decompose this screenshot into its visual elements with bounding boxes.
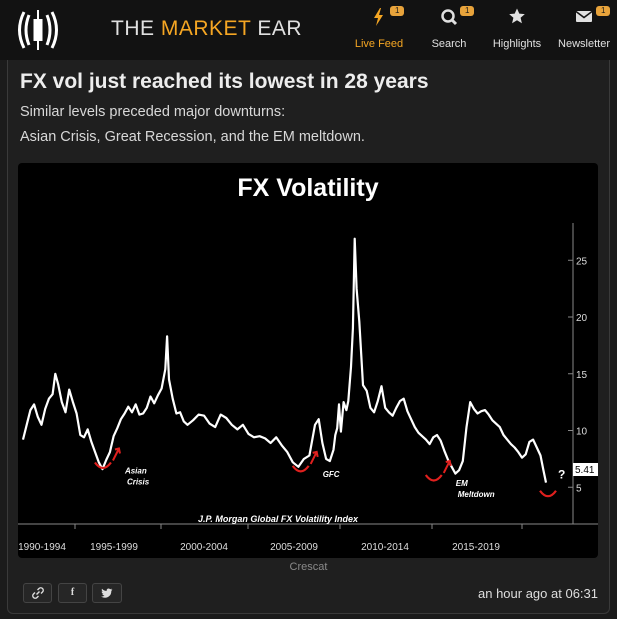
share-link-button[interactable] — [23, 583, 52, 603]
low-marker-arc — [539, 490, 557, 498]
search-badge: 1 — [460, 6, 475, 16]
annotation-label: GFC — [323, 470, 340, 479]
x-tick-label: 2000-2004 — [180, 542, 228, 553]
top-navbar: THE MARKET EAR 1 Live Feed 1 Search High… — [0, 0, 617, 60]
post-title[interactable]: FX vol just reached its lowest in 28 yea… — [20, 70, 429, 93]
y-tick-label: 20 — [576, 313, 588, 324]
last-value-text: 5.41 — [575, 465, 595, 476]
low-marker-arc — [424, 474, 443, 482]
x-axis-ticks: 1990-1994 1995-1999 2000-2004 2005-2009 2010… — [18, 524, 523, 553]
share-facebook-button[interactable]: f — [58, 583, 87, 603]
link-icon — [31, 587, 44, 599]
nav-live-feed-label: Live Feed — [354, 38, 404, 50]
site-brand[interactable]: THE MARKET EAR — [111, 17, 302, 41]
chart-source-label: J.P. Morgan Global FX Volatility Index — [198, 514, 359, 524]
chart-title: FX Volatility — [237, 174, 378, 202]
brand-prefix: THE — [111, 17, 161, 40]
series-layer — [21, 237, 548, 483]
annotation-label: EM — [456, 479, 468, 488]
x-tick-label: 2010-2014 — [361, 542, 409, 553]
newsletter-badge: 1 — [596, 6, 611, 16]
market-ear-logo-icon[interactable] — [14, 6, 62, 54]
fx-volatility-chart[interactable]: FX Volatility 5 10 15 20 25 1990-1994 1995-19… — [18, 163, 598, 558]
y-axis-ticks: 5 10 15 20 25 — [568, 256, 588, 494]
live-feed-badge: 1 — [390, 6, 405, 16]
x-tick-label: 1995-1999 — [90, 542, 138, 553]
y-tick-label: 10 — [576, 427, 588, 438]
nav-highlights[interactable]: Highlights — [486, 6, 548, 50]
annotation-label: Crisis — [127, 477, 150, 486]
y-tick-label: 5 — [576, 483, 582, 494]
x-tick-label: 2015-2019 — [452, 542, 500, 553]
annotation-layer: Asian Crisis GFC EM Meltdown? — [94, 447, 565, 499]
annotation-question-mark: ? — [558, 468, 565, 482]
post-timestamp: an hour ago at 06:31 — [478, 586, 598, 601]
nav-search-label: Search — [431, 38, 467, 50]
bolt-icon — [374, 8, 383, 26]
annotation-arrow — [309, 450, 319, 465]
brand-accent: MARKET — [160, 17, 251, 40]
y-tick-label: 25 — [576, 256, 588, 267]
annotation-label: Asian — [124, 466, 147, 475]
post-subtitle-line-1: Similar levels preceded major downturns: — [20, 104, 286, 120]
star-icon — [509, 8, 525, 24]
envelope-icon — [575, 10, 593, 22]
x-tick-label: 1990-1994 — [18, 542, 66, 553]
y-tick-label: 15 — [576, 370, 588, 381]
x-tick-label: 2005-2009 — [270, 542, 318, 553]
last-value-label: 5.41 — [573, 463, 598, 476]
nav-newsletter-label: Newsletter — [558, 38, 610, 50]
nav-highlights-label: Highlights — [492, 38, 542, 50]
facebook-icon: f — [70, 587, 75, 598]
nav-newsletter[interactable]: 1 Newsletter — [553, 6, 615, 50]
nav-search[interactable]: 1 Search — [428, 6, 475, 50]
share-twitter-button[interactable] — [92, 583, 122, 603]
post-subtitle-line-2: Asian Crisis, Great Recession, and the E… — [20, 129, 365, 145]
search-icon — [441, 9, 458, 26]
annotation-label: Meltdown — [458, 490, 495, 499]
image-caption: Crescat — [289, 561, 328, 573]
low-marker-arc — [291, 465, 310, 473]
fx-vol-series-line — [21, 237, 548, 483]
annotation-arrow — [442, 459, 452, 474]
chart-canvas: FX Volatility 5 10 15 20 25 1990-1994 1995-19… — [18, 174, 598, 553]
brand-suffix: EAR — [250, 17, 302, 40]
annotation-arrow — [112, 447, 121, 461]
nav-live-feed[interactable]: 1 Live Feed — [352, 6, 406, 50]
twitter-icon — [101, 588, 113, 598]
low-marker-arc — [94, 461, 112, 470]
